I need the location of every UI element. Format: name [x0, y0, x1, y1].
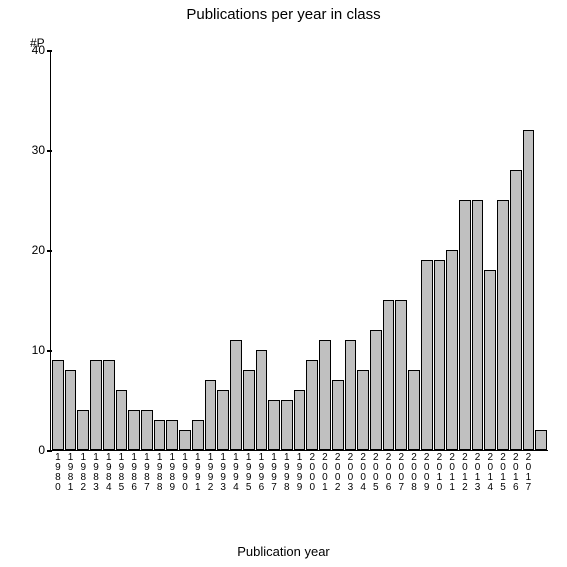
bars-group [51, 50, 548, 450]
bar [179, 430, 191, 450]
x-tick: 2010 [434, 450, 446, 493]
x-tick: 1983 [90, 450, 102, 493]
x-tick: 2014 [484, 450, 496, 493]
x-tick: 2004 [357, 450, 369, 493]
x-tick: 2005 [370, 450, 382, 493]
bar [472, 200, 484, 450]
y-tick: 30 [32, 143, 51, 157]
x-tick: 1991 [192, 450, 204, 493]
bar [192, 420, 204, 450]
y-tick: 40 [32, 43, 51, 57]
bar [395, 300, 407, 450]
x-tick: 2013 [472, 450, 484, 493]
bar [345, 340, 357, 450]
bar [128, 410, 140, 450]
bar [90, 360, 102, 450]
bar [306, 360, 318, 450]
bar [370, 330, 382, 450]
x-tick: 2002 [332, 450, 344, 493]
x-tick: 1988 [154, 450, 166, 493]
bar [319, 340, 331, 450]
y-tick: 20 [32, 243, 51, 257]
x-axis-label: Publication year [0, 544, 567, 559]
x-tick: 1985 [116, 450, 128, 493]
bar [141, 410, 153, 450]
bar [243, 370, 255, 450]
x-tick: 1999 [294, 450, 306, 493]
x-tick: 1986 [128, 450, 140, 493]
x-tick: 1996 [256, 450, 268, 493]
x-tick: 2012 [459, 450, 471, 493]
chart-container: Publications per year in class #P 010203… [0, 0, 567, 567]
y-tick: 0 [38, 443, 51, 457]
bar [205, 380, 217, 450]
bar [154, 420, 166, 450]
x-tick: 1995 [243, 450, 255, 493]
x-tick: 2003 [345, 450, 357, 493]
x-tick: 2011 [446, 450, 458, 493]
x-ticks: 1980198119821983198419851986198719881989… [51, 450, 548, 493]
x-tick: 1992 [205, 450, 217, 493]
bar [230, 340, 242, 450]
bar [459, 200, 471, 450]
bar [497, 200, 509, 450]
x-tick: 1990 [179, 450, 191, 493]
x-tick: 1987 [141, 450, 153, 493]
bar [408, 370, 420, 450]
bar [357, 370, 369, 450]
chart-title: Publications per year in class [0, 6, 567, 23]
x-tick: 1998 [281, 450, 293, 493]
x-tick: 2008 [408, 450, 420, 493]
x-tick: 2000 [306, 450, 318, 493]
bar [523, 130, 535, 450]
x-tick [535, 450, 547, 493]
bar [446, 250, 458, 450]
bar [535, 430, 547, 450]
bar [103, 360, 115, 450]
x-tick: 1989 [166, 450, 178, 493]
x-tick: 1982 [77, 450, 89, 493]
y-tick: 10 [32, 343, 51, 357]
bar [484, 270, 496, 450]
x-tick: 1980 [52, 450, 64, 493]
bar [294, 390, 306, 450]
x-tick: 2015 [497, 450, 509, 493]
x-tick: 1994 [230, 450, 242, 493]
x-tick: 2006 [383, 450, 395, 493]
bar [65, 370, 77, 450]
bar [421, 260, 433, 450]
bar [383, 300, 395, 450]
bar [332, 380, 344, 450]
x-tick: 1984 [103, 450, 115, 493]
x-tick: 2016 [510, 450, 522, 493]
bar [116, 390, 128, 450]
x-tick: 2007 [395, 450, 407, 493]
bar [52, 360, 64, 450]
x-tick: 2017 [523, 450, 535, 493]
bar [256, 350, 268, 450]
bar [281, 400, 293, 450]
plot-area: 010203040 198019811982198319841985198619… [50, 50, 548, 451]
bar [77, 410, 89, 450]
bar [510, 170, 522, 450]
x-tick: 1993 [217, 450, 229, 493]
bar [434, 260, 446, 450]
x-tick: 1981 [65, 450, 77, 493]
x-tick: 1997 [268, 450, 280, 493]
bar [166, 420, 178, 450]
bar [217, 390, 229, 450]
x-tick: 2001 [319, 450, 331, 493]
bar [268, 400, 280, 450]
x-tick: 2009 [421, 450, 433, 493]
